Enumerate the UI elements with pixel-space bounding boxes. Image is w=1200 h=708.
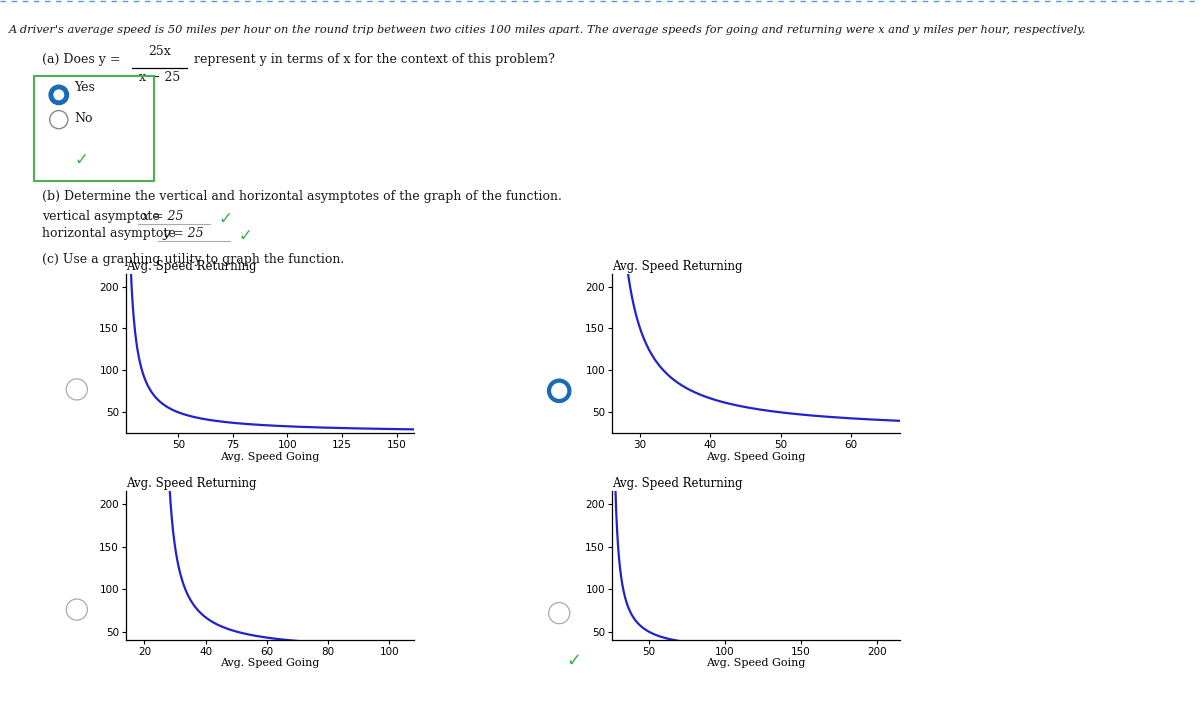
Text: ✓: ✓ <box>218 210 233 227</box>
X-axis label: Avg. Speed Going: Avg. Speed Going <box>707 658 805 668</box>
X-axis label: Avg. Speed Going: Avg. Speed Going <box>707 452 805 462</box>
Text: ✓: ✓ <box>74 151 89 169</box>
Text: x − 25: x − 25 <box>139 71 180 84</box>
Text: ✓: ✓ <box>239 227 253 244</box>
Text: horizontal asymptote: horizontal asymptote <box>42 227 175 239</box>
Text: (c) Use a graphing utility to graph the function.: (c) Use a graphing utility to graph the … <box>42 253 344 266</box>
Text: (a) Does y =: (a) Does y = <box>42 53 120 66</box>
Text: (b) Determine the vertical and horizontal asymptotes of the graph of the functio: (b) Determine the vertical and horizonta… <box>42 190 562 202</box>
Circle shape <box>49 85 68 105</box>
Text: represent y in terms of x for the context of this problem?: represent y in terms of x for the contex… <box>194 53 556 66</box>
Text: Avg. Speed Returning: Avg. Speed Returning <box>612 477 743 490</box>
Text: ✓: ✓ <box>566 652 582 670</box>
Text: A driver's average speed is 50 miles per hour on the round trip between two citi: A driver's average speed is 50 miles per… <box>8 25 1086 35</box>
Text: vertical asymptote: vertical asymptote <box>42 210 160 222</box>
Text: y = 25: y = 25 <box>162 227 204 239</box>
Circle shape <box>552 384 566 398</box>
X-axis label: Avg. Speed Going: Avg. Speed Going <box>221 658 319 668</box>
Text: x = 25: x = 25 <box>142 210 184 222</box>
Text: Avg. Speed Returning: Avg. Speed Returning <box>126 477 257 490</box>
Text: Avg. Speed Returning: Avg. Speed Returning <box>126 260 257 273</box>
Text: 25x: 25x <box>149 45 170 57</box>
Circle shape <box>547 379 571 402</box>
Text: No: No <box>74 113 92 125</box>
Text: Yes: Yes <box>74 81 95 94</box>
Circle shape <box>54 90 64 100</box>
X-axis label: Avg. Speed Going: Avg. Speed Going <box>221 452 319 462</box>
Text: Avg. Speed Returning: Avg. Speed Returning <box>612 260 743 273</box>
